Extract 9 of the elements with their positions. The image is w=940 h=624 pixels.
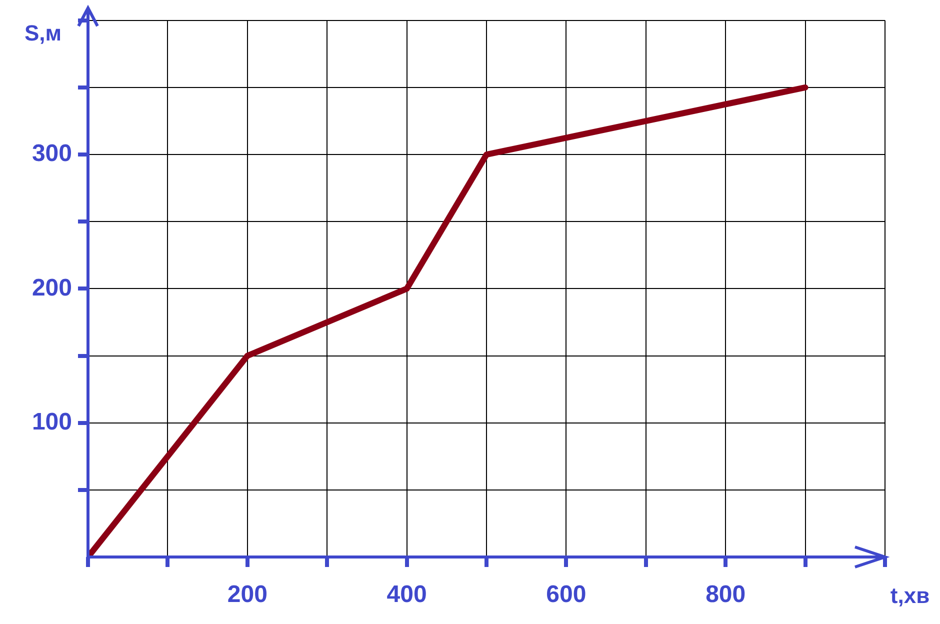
x-tick-label: 800	[706, 581, 746, 608]
y-tick-label: 300	[32, 140, 72, 168]
x-tick-label: 200	[227, 581, 268, 608]
x-axis-title: t,хв	[890, 583, 930, 608]
x-tick-label: 400	[386, 581, 427, 608]
x-tick-label: 600	[546, 581, 586, 608]
y-axis-title: S,м	[24, 20, 62, 46]
y-tick-label: 100	[32, 408, 72, 436]
y-tick-label: 200	[32, 274, 72, 302]
